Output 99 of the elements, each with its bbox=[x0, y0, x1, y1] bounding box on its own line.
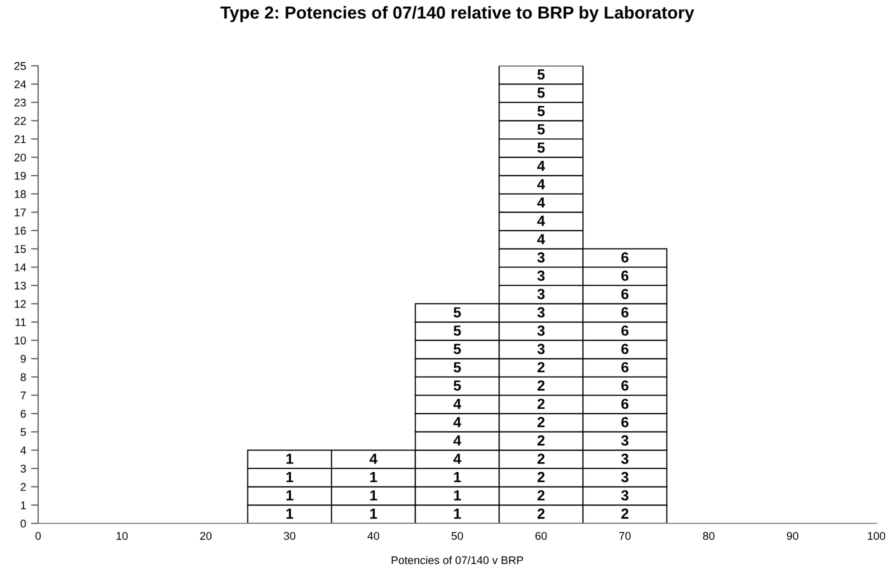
x-tick-label: 70 bbox=[619, 532, 631, 540]
y-tick-label: 3 bbox=[20, 464, 26, 473]
y-tick-label: 1 bbox=[21, 501, 26, 510]
y-tick-label: 16 bbox=[14, 226, 26, 235]
annotation: 3 bbox=[621, 454, 628, 464]
annotation: 2 bbox=[538, 435, 545, 446]
annotation: 1 bbox=[370, 490, 378, 500]
y-tick-label: 12 bbox=[14, 300, 26, 308]
annotation: 3 bbox=[621, 435, 628, 446]
annotation: 5 bbox=[537, 88, 545, 98]
y-tick-label: 23 bbox=[14, 98, 26, 107]
annotation: 4 bbox=[537, 216, 546, 226]
annotation: 2 bbox=[538, 508, 545, 519]
annotation: 1 bbox=[454, 490, 461, 500]
annotation: 4 bbox=[537, 234, 546, 244]
chart-title: Type 2: Potencies of 07/140 relative to BRP by Laboratory bbox=[220, 6, 694, 22]
annotation: 3 bbox=[537, 252, 545, 263]
annotation: 6 bbox=[621, 252, 628, 263]
y-tick-label: 19 bbox=[14, 172, 26, 180]
x-tick-label: 30 bbox=[284, 532, 296, 540]
annotation: 4 bbox=[453, 417, 462, 428]
annotation: 6 bbox=[621, 362, 628, 372]
y-tick-label: 20 bbox=[14, 154, 26, 162]
annotation: 5 bbox=[454, 344, 461, 354]
annotation: 2 bbox=[538, 472, 545, 482]
x-tick-label: 60 bbox=[535, 532, 547, 540]
y-tick-label: 5 bbox=[20, 428, 26, 436]
x-tick-label: 0 bbox=[35, 532, 41, 540]
y-tick-label: 8 bbox=[20, 373, 26, 382]
annotation: 5 bbox=[454, 380, 461, 391]
annotation: 3 bbox=[621, 490, 628, 501]
annotation: 3 bbox=[537, 325, 545, 336]
y-tick-label: 24 bbox=[14, 80, 26, 88]
x-tick-label: 80 bbox=[703, 532, 714, 540]
annotation: 6 bbox=[621, 307, 628, 318]
annotation: 3 bbox=[621, 472, 628, 482]
annotation: 6 bbox=[621, 344, 628, 354]
x-tick-label: 10 bbox=[116, 532, 128, 540]
x-axis-title: Potencies of 07/140 v BRP bbox=[392, 556, 524, 564]
y-tick-label: 6 bbox=[20, 410, 26, 418]
annotation: 4 bbox=[453, 398, 462, 409]
annotation: 1 bbox=[286, 472, 294, 482]
x-tick-label: 40 bbox=[368, 532, 380, 540]
annotation: 3 bbox=[537, 344, 545, 354]
y-tick-label: 13 bbox=[14, 282, 26, 290]
y-tick-label: 10 bbox=[14, 336, 26, 344]
y-tick-label: 7 bbox=[20, 392, 26, 400]
annotation: 6 bbox=[621, 288, 628, 300]
annotation: 4 bbox=[453, 454, 462, 464]
y-tick-label: 14 bbox=[14, 264, 26, 272]
annotation: 1 bbox=[286, 508, 294, 519]
annotation: 3 bbox=[537, 270, 545, 281]
annotation: 5 bbox=[454, 307, 461, 318]
annotation: 2 bbox=[538, 398, 545, 409]
annotation: 1 bbox=[286, 490, 294, 500]
annotation: 4 bbox=[537, 179, 546, 190]
annotation: 2 bbox=[538, 490, 545, 500]
x-tick-label: 50 bbox=[452, 532, 463, 540]
annotation: 1 bbox=[370, 472, 378, 482]
annotation: 5 bbox=[454, 362, 461, 372]
y-tick-label: 2 bbox=[20, 483, 26, 491]
annotation: 3 bbox=[537, 307, 545, 318]
y-tick-label: 0 bbox=[20, 520, 26, 528]
annotation: 6 bbox=[621, 380, 628, 391]
annotation: 5 bbox=[537, 124, 545, 134]
y-tick-label: 25 bbox=[14, 62, 26, 70]
annotation: 6 bbox=[621, 416, 628, 428]
annotation: 1 bbox=[454, 508, 461, 519]
annotation: 4 bbox=[453, 435, 462, 446]
annotation: 4 bbox=[370, 454, 378, 464]
y-tick-label: 17 bbox=[14, 208, 26, 216]
y-tick-label: 9 bbox=[20, 354, 26, 363]
y-tick-label: 15 bbox=[14, 245, 26, 253]
y-tick-label: 4 bbox=[20, 446, 26, 454]
annotation: 6 bbox=[621, 325, 628, 336]
annotation: 1 bbox=[370, 508, 378, 519]
x-tick-label: 100 bbox=[868, 532, 886, 540]
annotation: 1 bbox=[454, 472, 461, 482]
x-tick-label: 20 bbox=[200, 532, 212, 540]
annotation: 2 bbox=[538, 380, 545, 391]
annotation: 2 bbox=[538, 362, 545, 372]
annotation: 4 bbox=[537, 160, 546, 171]
annotation: 5 bbox=[537, 69, 545, 80]
x-tick-label: 90 bbox=[786, 532, 798, 540]
y-tick-label: 22 bbox=[14, 116, 26, 125]
annotation: 2 bbox=[538, 454, 545, 464]
annotation: 6 bbox=[621, 270, 628, 281]
annotation: 4 bbox=[537, 197, 546, 208]
annotation: 6 bbox=[621, 398, 628, 410]
annotation: 2 bbox=[538, 416, 545, 428]
annotation: 5 bbox=[537, 142, 545, 153]
y-tick-label: 21 bbox=[14, 135, 26, 144]
annotation: 5 bbox=[537, 106, 545, 116]
annotation: 2 bbox=[621, 508, 628, 519]
annotation: 5 bbox=[454, 326, 461, 336]
annotation: 3 bbox=[537, 288, 545, 300]
y-tick-label: 11 bbox=[16, 318, 26, 326]
annotation: 1 bbox=[286, 454, 294, 464]
y-tick-label: 18 bbox=[14, 190, 26, 198]
